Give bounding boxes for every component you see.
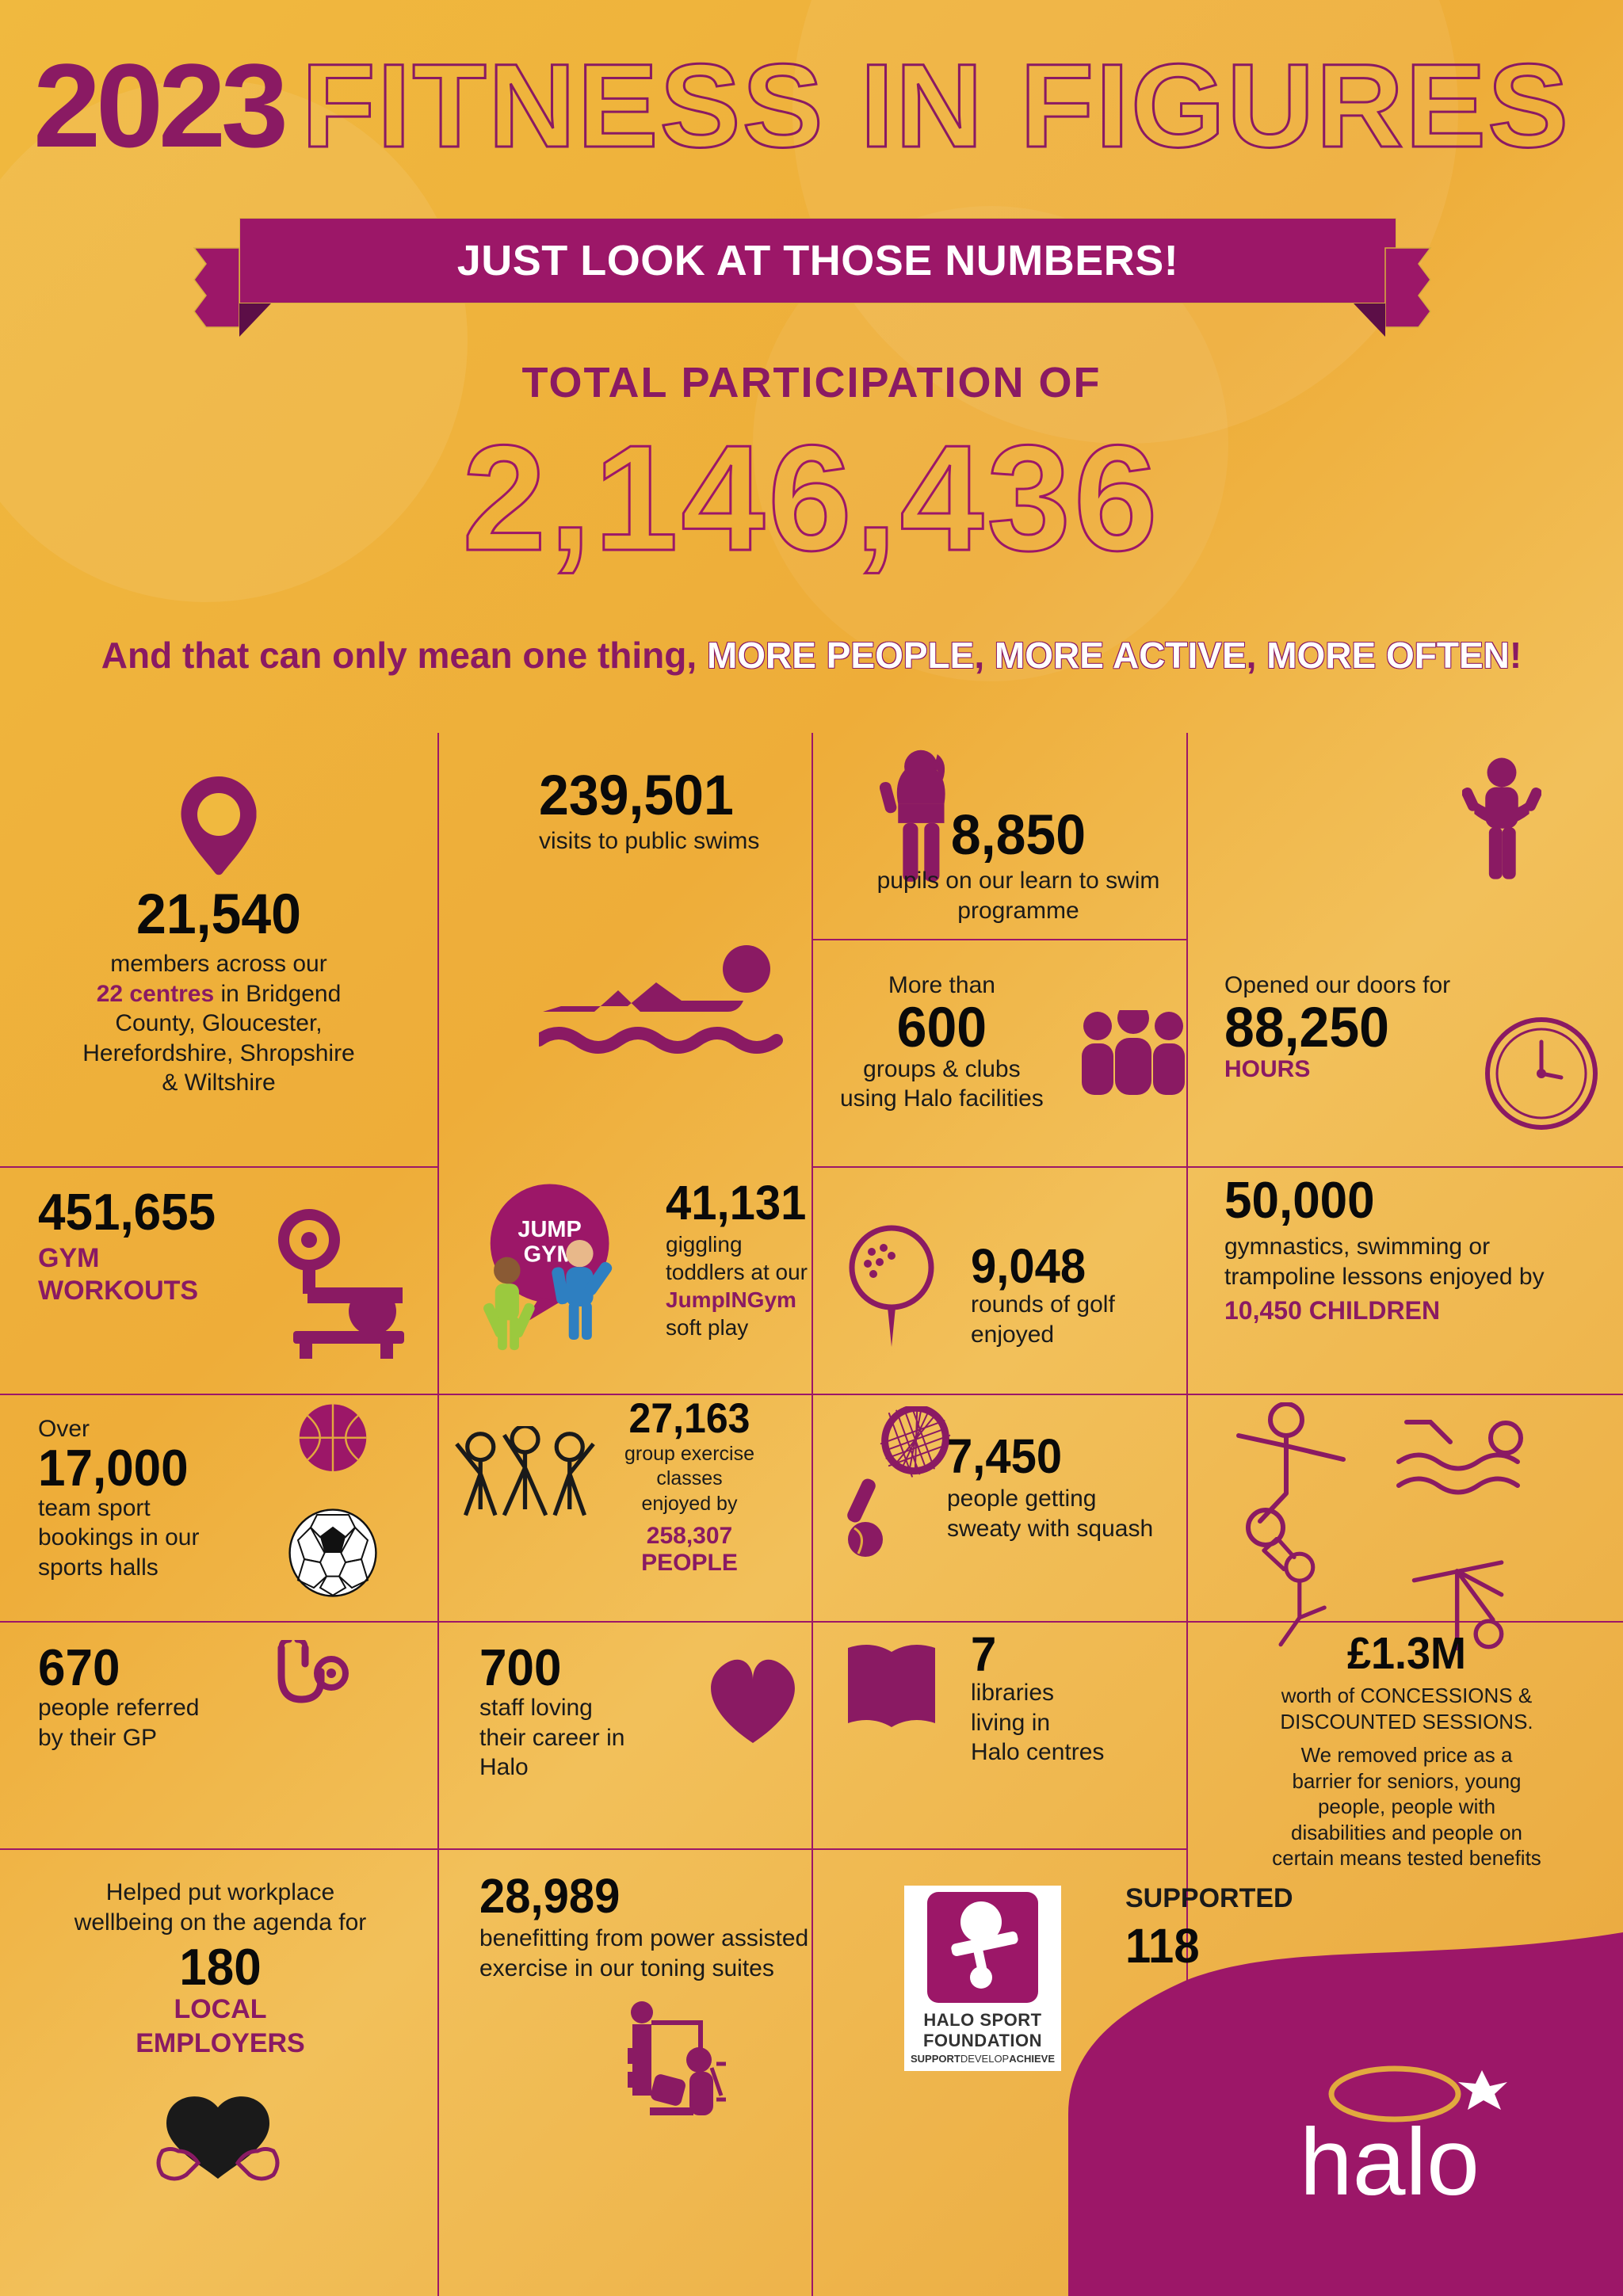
- svg-text:JUMP: JUMP: [517, 1217, 581, 1242]
